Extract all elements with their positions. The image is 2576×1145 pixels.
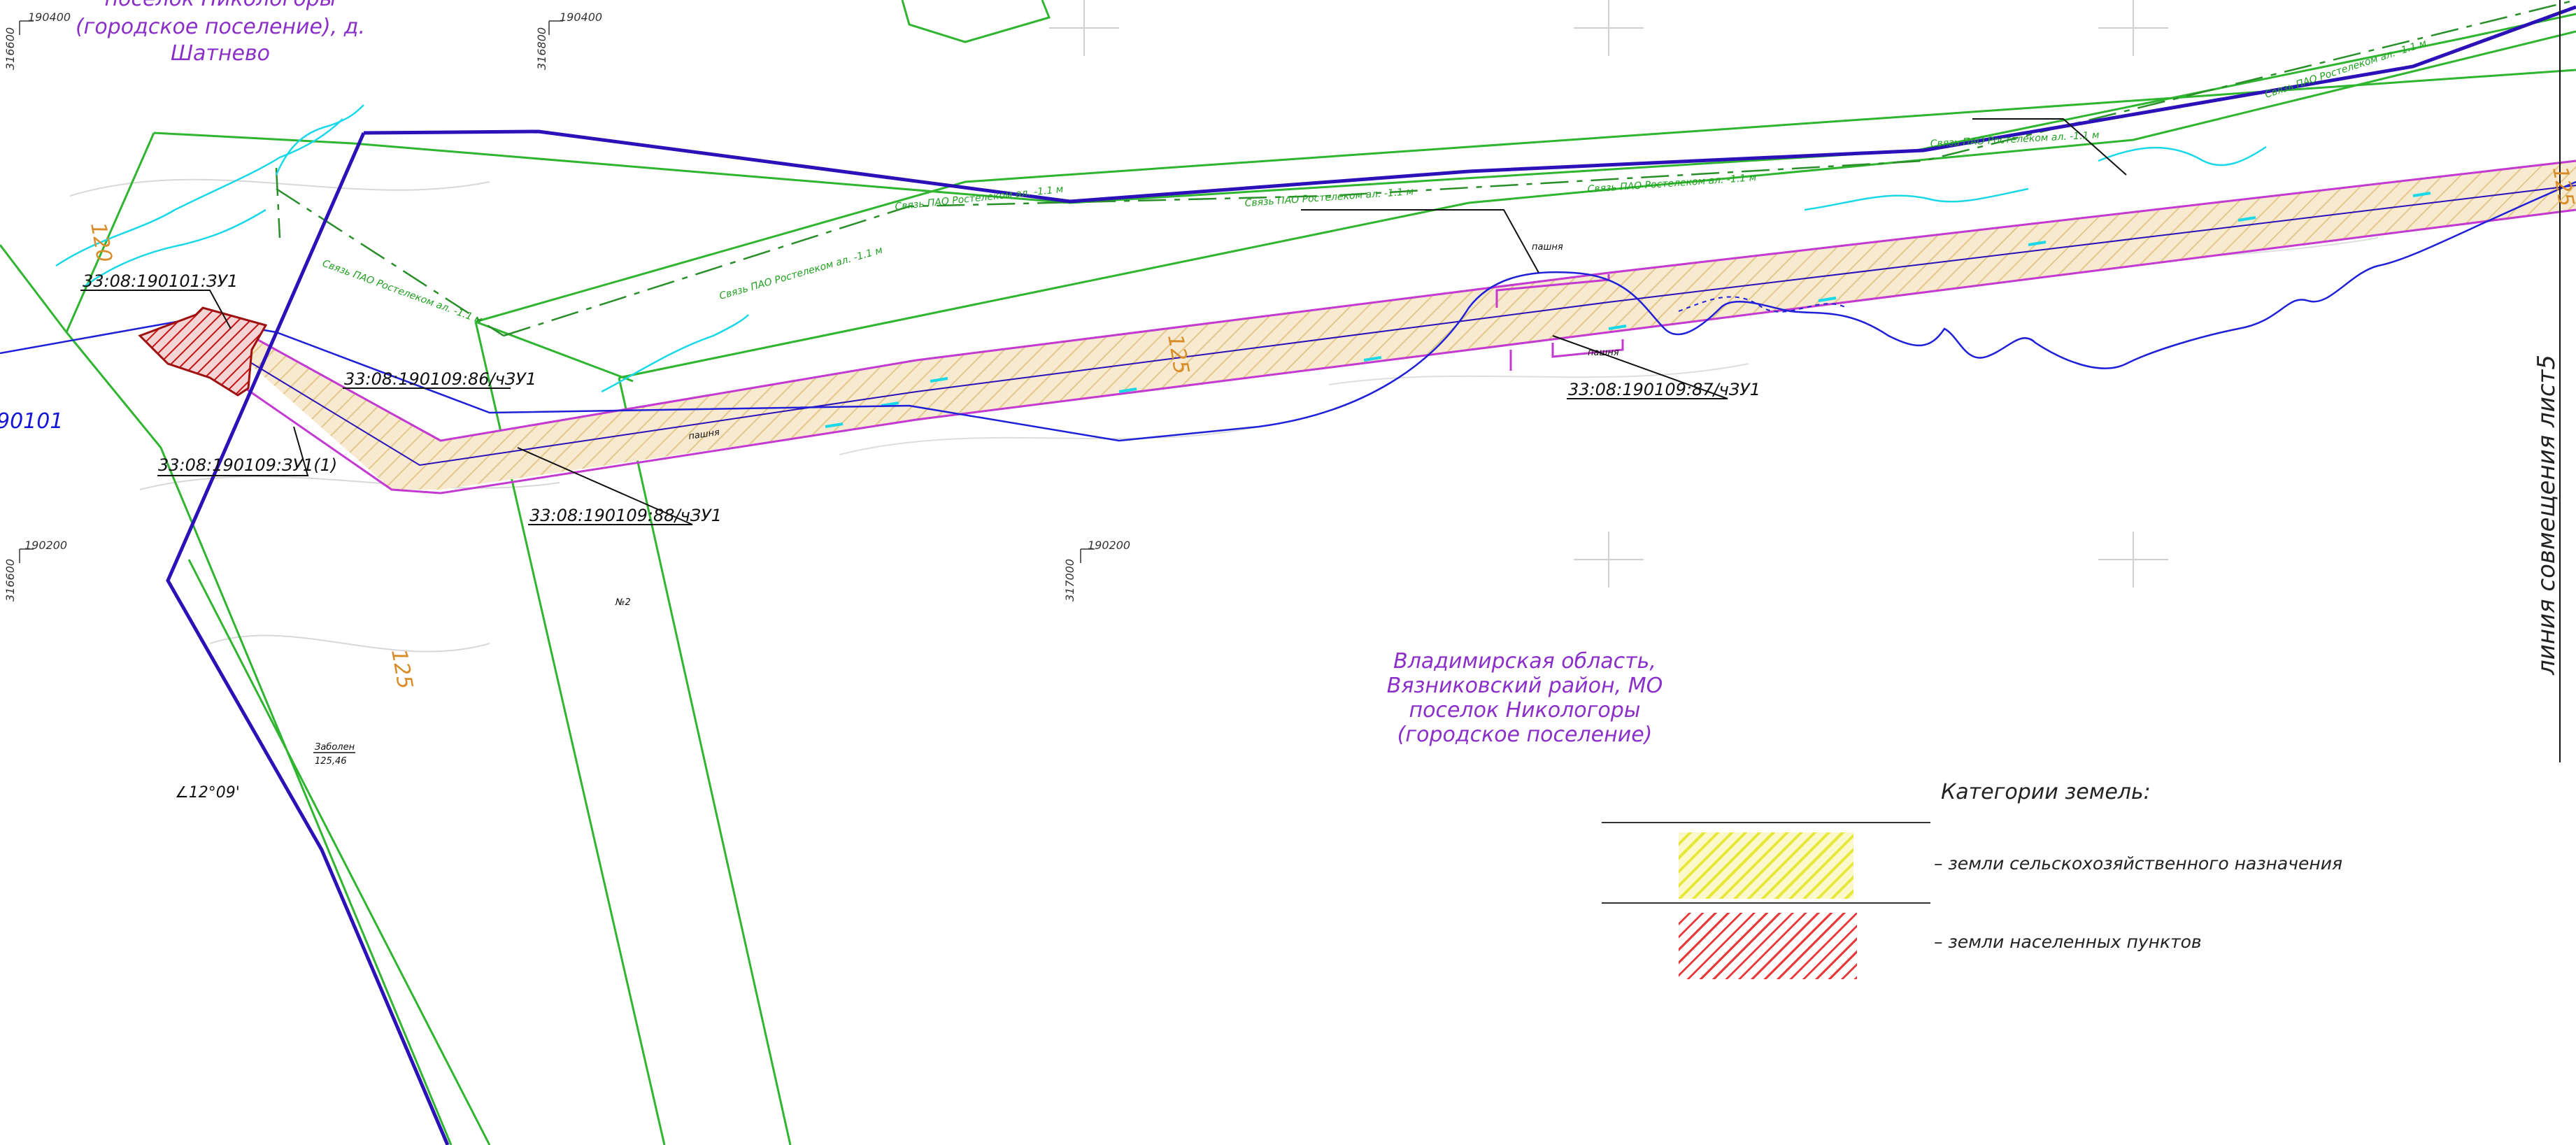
- background-survey-points: [69, 0, 2379, 653]
- legend-item-agricultural: – земли сельскохозяйственного назначения: [1934, 853, 2342, 874]
- legend: Категории земель: – земли сельскохозяйст…: [1602, 776, 2385, 986]
- grid-label: 190400: [560, 10, 602, 24]
- svg-text:Шатнево: Шатнево: [171, 41, 270, 66]
- corridor-ticks: [825, 192, 2431, 428]
- svg-text:125: 125: [386, 647, 417, 690]
- grid-label: 190200: [24, 539, 67, 552]
- svg-text:Владимирская область,: Владимирская область,: [1393, 649, 1656, 674]
- svg-text:№2: №2: [615, 597, 631, 608]
- corridor-bulge: [1495, 274, 1624, 371]
- sheet-join-label: линия совмещения лист5: [2533, 355, 2561, 676]
- leader-lines: [80, 0, 2561, 762]
- legend-rule-top: [1602, 822, 1930, 823]
- parcel-label: 33:08:190109:86/чЗУ1: [344, 369, 536, 389]
- parcel-labels: 33:08:190101:ЗУ1 33:08:190109:86/чЗУ1 33…: [83, 271, 1760, 525]
- svg-text:пашня: пашня: [688, 427, 720, 442]
- svg-text:Связь ПАО Ростелеком ал. -1.1: Связь ПАО Ростелеком ал. -1.1 м: [1587, 172, 1757, 195]
- svg-text:пашня: пашня: [1532, 242, 1563, 253]
- svg-text:Заболен: Заболен: [315, 742, 355, 753]
- grid-label: 190200: [1088, 539, 1130, 552]
- top-locality-label: поселок Никологоры (городское поселение)…: [76, 0, 365, 66]
- grid-labels: 190400 190400 190200 190200 316600 31680…: [3, 10, 1130, 602]
- cadastral-quarter-label: 90101: [0, 409, 63, 434]
- telecom-cable-lines: [275, 0, 2576, 337]
- main-boundary: [363, 5, 2576, 204]
- corridor-edge-lower: [209, 208, 2576, 495]
- svg-text:125,46: 125,46: [315, 756, 347, 767]
- top-parcel-outline: [901, 0, 1051, 43]
- cable-labels: Связь ПАО Ростелеком ал. -1.1 м Связь ПА…: [321, 38, 2428, 327]
- river-boundary: [0, 180, 2576, 442]
- grid-label: 316800: [535, 27, 548, 70]
- parcel-label: 33:08:190109:87/чЗУ1: [1568, 380, 1760, 399]
- legend-swatch-agricultural: [1679, 832, 1853, 899]
- contour-labels: 120 125 125 125: [85, 164, 2576, 690]
- svg-text:Связь ПАО Ростелеком ал. -1.1: Связь ПАО Ростелеком ал. -1.1 м: [1930, 129, 2100, 150]
- grid-label: 190400: [28, 10, 71, 24]
- legend-title: Категории земель:: [1941, 780, 2151, 804]
- svg-text:пашня: пашня: [1588, 348, 1619, 358]
- parcel-label: 33:08:190101:ЗУ1: [83, 271, 238, 291]
- grid-label: 316600: [3, 559, 17, 602]
- svg-text:(городское поселение), д.: (городское поселение), д.: [76, 15, 365, 39]
- ditch-line: [1678, 296, 1847, 313]
- svg-text:Связь ПАО Ростелеком ал. -1.1: Связь ПАО Ростелеком ал. -1.1 м: [321, 258, 484, 327]
- corridor: [209, 159, 2576, 495]
- region-label: Владимирская область, Вязниковский район…: [1387, 649, 1663, 747]
- parcel-label: 33:08:190109:ЗУ1(1): [158, 455, 337, 475]
- svg-text:поселок Никологоры: поселок Никологоры: [1409, 698, 1640, 723]
- angle-label: ∠12°09': [175, 784, 240, 802]
- streams: [55, 104, 2267, 393]
- grid-label: 317000: [1063, 559, 1076, 602]
- settlement-parcel: [138, 306, 268, 397]
- small-labels: пашня пашня пашня №2 Заболен 125,46: [315, 242, 1619, 767]
- main-boundary-west: [166, 131, 450, 1145]
- corridor-edge-upper: [237, 159, 2576, 442]
- svg-text:поселок Никологоры: поселок Никологоры: [104, 0, 336, 11]
- svg-text:Вязниковский район, МО: Вязниковский район, МО: [1387, 674, 1663, 698]
- parcel-label: 33:08:190109:88/чЗУ1: [529, 506, 722, 525]
- legend-rule-mid: [1602, 902, 1930, 904]
- svg-text:(городское поселение): (городское поселение): [1397, 723, 1653, 747]
- grid-ticks: [19, 20, 1095, 563]
- svg-text:Связь ПАО Ростелеком ал. -1.1: Связь ПАО Ростелеком ал. -1.1 м: [718, 245, 884, 302]
- grid-label: 316600: [3, 27, 17, 70]
- legend-swatch-settlement: [1679, 913, 1857, 979]
- legend-item-settlement: – земли населенных пунктов: [1934, 932, 2202, 952]
- corridor-axis: [223, 185, 2576, 467]
